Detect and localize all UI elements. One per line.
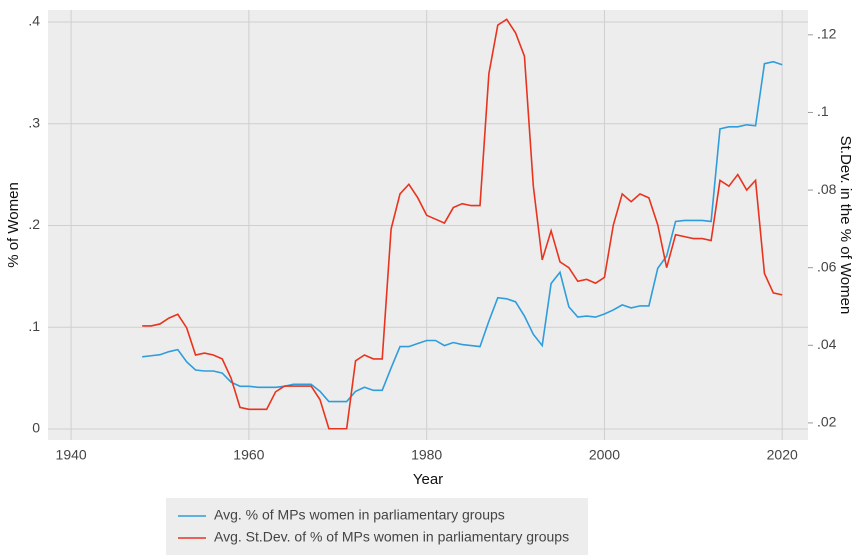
legend-label: Avg. St.Dev. of % of MPs women in parlia… bbox=[214, 529, 569, 545]
x-axis-label: Year bbox=[413, 471, 443, 488]
x-tick-label: 1980 bbox=[411, 447, 442, 463]
y2-tick-label: .1 bbox=[817, 103, 829, 119]
series-line bbox=[142, 18, 783, 430]
x-tick-label: 1940 bbox=[56, 447, 87, 463]
y2-tick-label: .04 bbox=[817, 336, 837, 352]
y-tick-label: .3 bbox=[28, 114, 40, 130]
y2-tick-label: .02 bbox=[817, 414, 837, 430]
y2-tick-label: .12 bbox=[817, 26, 837, 42]
legend-label: Avg. % of MPs women in parliamentary gro… bbox=[214, 507, 505, 523]
plot-area bbox=[48, 10, 808, 440]
y-tick-label: .1 bbox=[28, 318, 40, 334]
y2-tick-label: .08 bbox=[817, 181, 837, 197]
y-tick-label: 0 bbox=[32, 420, 40, 436]
y-tick-label: .4 bbox=[28, 13, 40, 29]
x-tick-label: 2020 bbox=[767, 447, 798, 463]
series-line bbox=[142, 60, 783, 403]
y2-tick-label: .06 bbox=[817, 258, 837, 274]
y-axis-label: % of Women bbox=[5, 182, 22, 268]
x-tick-label: 1960 bbox=[233, 447, 264, 463]
x-tick-label: 2000 bbox=[589, 447, 620, 463]
y2-axis-label: St.Dev. in the % of Women bbox=[837, 136, 854, 315]
legend bbox=[166, 498, 588, 555]
y-tick-label: .2 bbox=[28, 216, 40, 232]
